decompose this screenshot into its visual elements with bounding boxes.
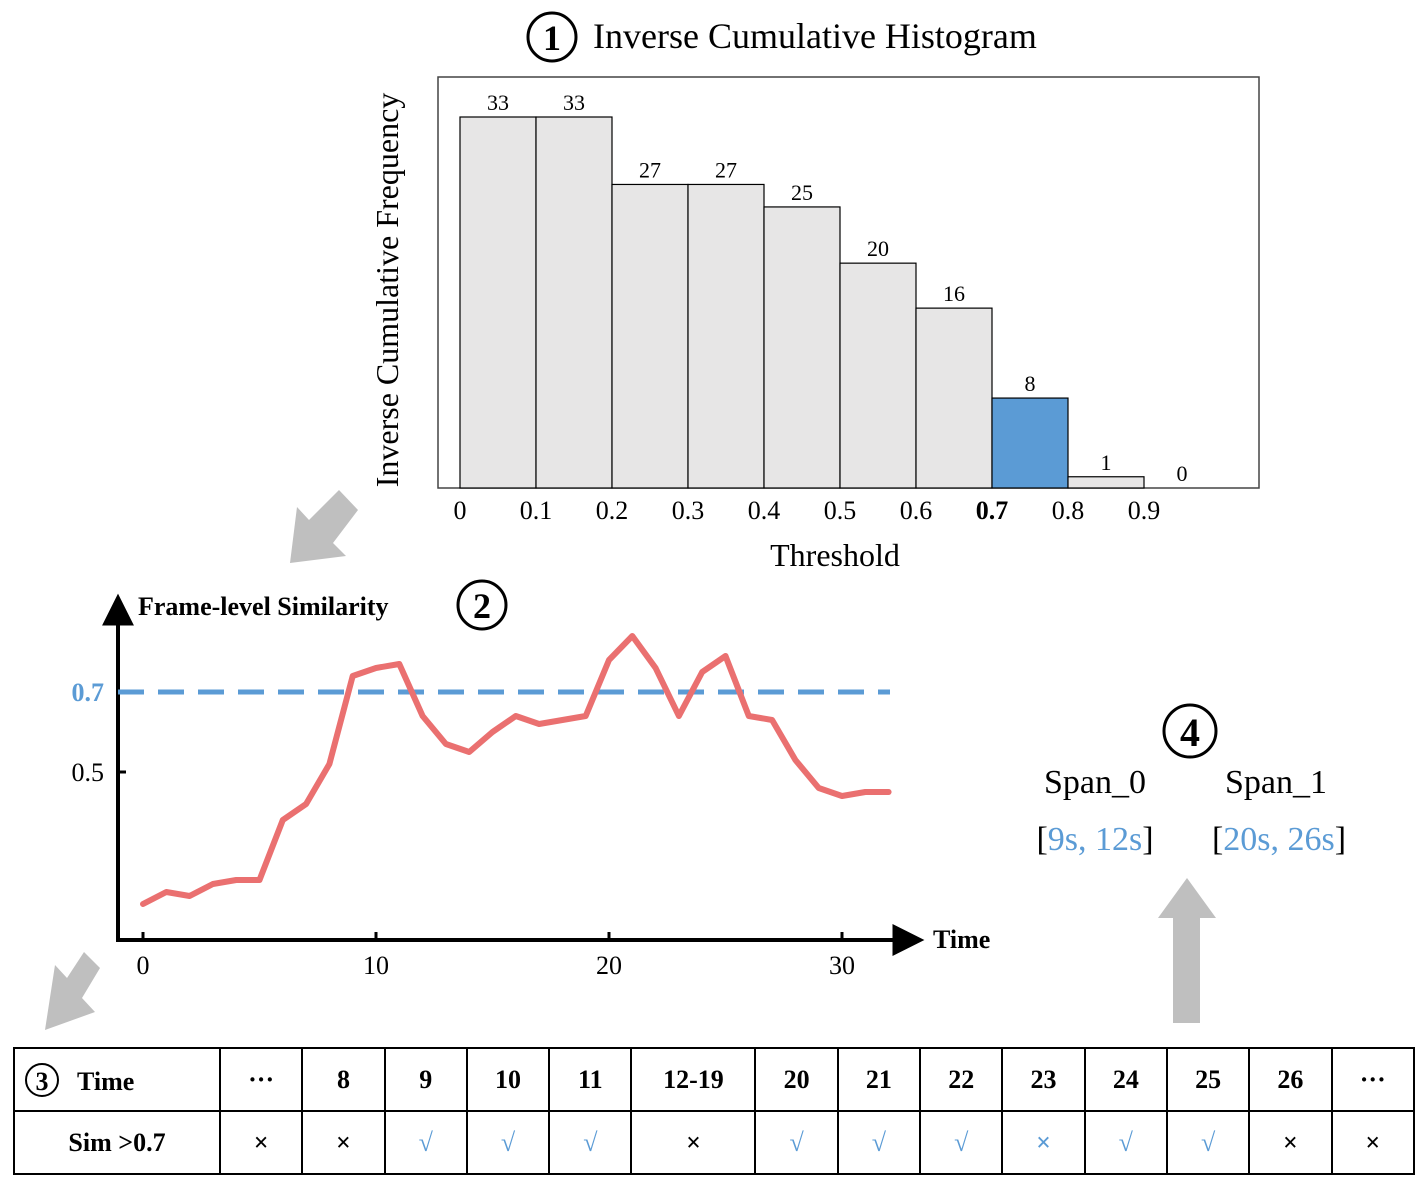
x-tick-label: 0 xyxy=(137,951,150,980)
histogram-tick-label: 0.2 xyxy=(596,496,629,525)
histogram-tick-label: 0.6 xyxy=(900,496,933,525)
histogram-bar-value: 33 xyxy=(487,90,509,115)
histogram-y-label: Inverse Cumulative Frequency xyxy=(369,93,405,488)
check-mark-cell: √ xyxy=(1165,1110,1251,1175)
histogram-tick-label: 0.3 xyxy=(672,496,705,525)
histogram-section: 1 Inverse Cumulative Histogram 33 33 27 27 2… xyxy=(369,11,1260,573)
histogram-bar xyxy=(915,307,993,489)
cross-mark-cell: × xyxy=(218,1110,304,1175)
sim-header-cell: Sim >0.7 xyxy=(13,1110,221,1175)
histogram-bar-value: 8 xyxy=(1025,371,1036,396)
x-tick-label: 10 xyxy=(363,951,389,980)
similarity-line xyxy=(140,633,892,907)
span-1-range-value: 20s, 26s xyxy=(1223,821,1334,858)
similarity-section: Frame-level Similarity 2 Time 0 10 20 30 0.… xyxy=(72,579,990,980)
time-cell: 23 xyxy=(1001,1047,1086,1112)
histogram-bar-value: 1 xyxy=(1101,450,1112,475)
cross-mark-cell: × xyxy=(1330,1110,1416,1175)
histogram-bar xyxy=(687,183,765,489)
span-1-range: [20s, 26s] xyxy=(1212,821,1346,858)
time-cell: 11 xyxy=(548,1047,633,1112)
histogram-tick-label: 0.8 xyxy=(1052,496,1085,525)
cross-mark-cell: × xyxy=(1248,1110,1333,1175)
histogram-title: Inverse Cumulative Histogram xyxy=(593,16,1037,56)
time-cell: 25 xyxy=(1165,1047,1251,1112)
histogram-bar-value: 27 xyxy=(639,157,661,182)
cross-mark-cell: × xyxy=(301,1110,386,1175)
histogram-tick-label: 0.5 xyxy=(824,496,857,525)
similarity-title: Frame-level Similarity xyxy=(138,592,389,621)
flow-arrow-up xyxy=(1158,878,1216,1023)
time-cell: 12-19 xyxy=(630,1047,757,1112)
x-tick-label: 30 xyxy=(829,951,855,980)
similarity-table: 3 Time ··· 8 9 10 11 12-19 20 21 22 23 24 25 26 ··· Si… xyxy=(13,1047,1416,1175)
span-0-name: Span_0 xyxy=(1044,764,1146,801)
step2-badge: 2 xyxy=(456,579,508,631)
histogram-tick-label: 0.7 xyxy=(976,496,1009,525)
flow-arrow-down-left-2 xyxy=(45,952,100,1030)
time-cell: 20 xyxy=(754,1047,839,1112)
histogram-bar-value: 33 xyxy=(563,90,585,115)
svg-text:4: 4 xyxy=(1180,710,1200,755)
time-cell: ··· xyxy=(1330,1047,1416,1112)
histogram-tick-label: 0.9 xyxy=(1128,496,1161,525)
histogram-x-label: Threshold xyxy=(770,537,900,573)
histogram-bar xyxy=(839,262,917,489)
threshold-label: 0.7 xyxy=(72,678,105,707)
histogram-bar xyxy=(611,183,689,489)
time-header-label: Time xyxy=(77,1066,135,1096)
check-mark-cell: √ xyxy=(465,1110,551,1175)
histogram-bar-value: 0 xyxy=(1177,461,1188,486)
time-cell: 9 xyxy=(383,1047,468,1112)
x-tick-label: 20 xyxy=(596,951,622,980)
check-mark-cell: √ xyxy=(383,1110,468,1175)
time-cell: 24 xyxy=(1083,1047,1168,1112)
spans-section: 4 Span_0 Span_1 [9s, 12s] [20s, 26s] xyxy=(1036,703,1346,858)
check-mark-cell: √ xyxy=(836,1110,922,1175)
table-row-time: 3 Time ··· 8 9 10 11 12-19 20 21 22 23 24 25 26 ··· xyxy=(13,1047,1416,1112)
similarity-ticks: 0 10 20 30 xyxy=(137,932,855,980)
cross-mark-cell: × xyxy=(630,1110,757,1175)
histogram-bar-value: 16 xyxy=(943,281,965,306)
span-1-name: Span_1 xyxy=(1225,764,1327,801)
histogram-bar-value: 27 xyxy=(715,157,737,182)
time-cell: ··· xyxy=(218,1047,304,1112)
time-cell: 8 xyxy=(301,1047,386,1112)
check-mark-cell: √ xyxy=(1083,1110,1168,1175)
step1-badge: 1 xyxy=(526,11,578,63)
histogram-bar xyxy=(763,206,841,489)
svg-text:1: 1 xyxy=(543,18,561,58)
histogram-bar-value: 20 xyxy=(867,236,889,261)
histogram-bar xyxy=(1067,476,1145,489)
flow-arrow-down-left-1 xyxy=(290,490,358,563)
span-0-range: [9s, 12s] xyxy=(1036,821,1153,858)
check-mark-cell: √ xyxy=(754,1110,839,1175)
time-cell: 10 xyxy=(465,1047,551,1112)
histogram-tick-labels: 0 0.1 0.2 0.3 0.4 0.5 0.6 0.7 0.8 0.9 xyxy=(454,496,1161,525)
histogram-bar xyxy=(459,116,537,489)
histogram-tick-label: 0.4 xyxy=(748,496,781,525)
step3-badge: 3 xyxy=(25,1062,59,1097)
histogram-tick-label: 0 xyxy=(454,496,467,525)
time-cell: 22 xyxy=(919,1047,1004,1112)
table-row-sim: Sim >0.7 × × √ √ √ × √ √ √ × √ √ × × xyxy=(13,1110,1416,1175)
check-mark-cell: √ xyxy=(548,1110,633,1175)
histogram-bar xyxy=(991,397,1069,489)
histogram-bar-value: 25 xyxy=(791,180,813,205)
time-header-cell: 3 Time xyxy=(13,1047,221,1112)
svg-text:2: 2 xyxy=(473,586,491,626)
check-mark-cell: √ xyxy=(919,1110,1004,1175)
time-cell: 21 xyxy=(836,1047,922,1112)
reference-label: 0.5 xyxy=(72,758,105,787)
step4-badge: 4 xyxy=(1162,703,1218,759)
cross-mark-cell: × xyxy=(1001,1110,1086,1175)
span-0-range-value: 9s, 12s xyxy=(1048,821,1142,858)
histogram-tick-label: 0.1 xyxy=(520,496,553,525)
similarity-x-label: Time xyxy=(933,925,990,954)
histogram-bar xyxy=(535,116,613,489)
time-cell: 26 xyxy=(1248,1047,1333,1112)
histogram-bars: 33 33 27 27 25 20 16 8 1 0 xyxy=(459,90,1188,489)
